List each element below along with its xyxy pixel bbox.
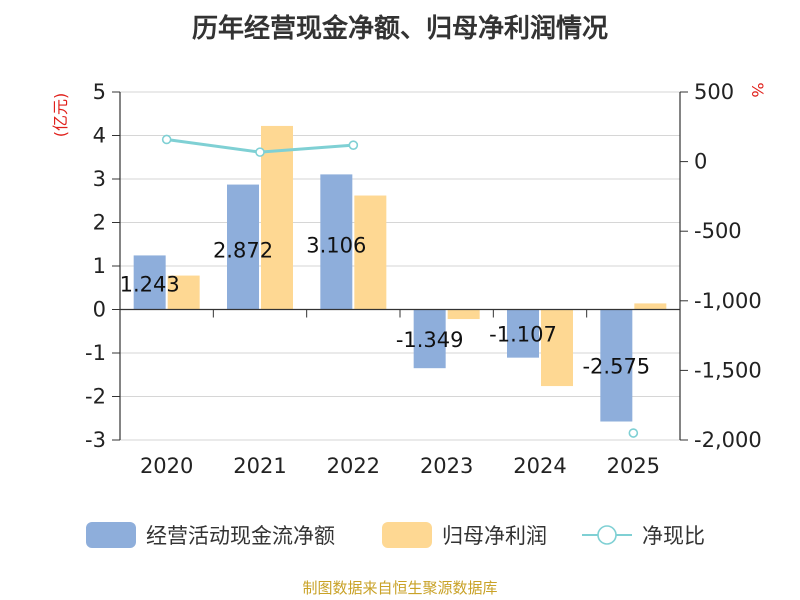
left-axis-tick-label: 4	[93, 124, 106, 148]
ratio-point-2021	[255, 147, 265, 157]
bar-operating-cashflow-2025	[600, 309, 633, 422]
bar-operating-cashflow-2022	[320, 174, 353, 310]
right-axis-tick-label: -2,000	[694, 428, 762, 452]
data-label-2023: -1.349	[396, 328, 464, 352]
bar-net-profit-2021	[261, 125, 293, 310]
x-axis-tick-label: 2021	[233, 454, 286, 478]
legend-swatch-net-profit	[382, 522, 432, 548]
x-axis-tick-label: 2024	[513, 454, 566, 478]
bar-operating-cashflow-2020	[133, 255, 166, 310]
left-axis-tick-label: 2	[93, 211, 106, 235]
legend-label-net-profit: 归母净利润	[442, 524, 547, 548]
right-axis-tick-label: -1,500	[694, 358, 762, 382]
data-label-2025: -2.575	[582, 355, 650, 379]
left-axis-tick-label: 3	[93, 167, 106, 191]
bar-net-profit-2025	[634, 303, 667, 310]
ratio-point-2020	[161, 134, 172, 145]
x-axis-tick-label: 2020	[140, 454, 193, 478]
x-axis-tick-label: 2025	[607, 454, 660, 478]
right-axis-tick-label: -500	[694, 219, 742, 243]
bar-net-profit-2024	[541, 309, 573, 387]
legend-label-operating-cashflow: 经营活动现金流净额	[146, 524, 335, 548]
right-axis-unit: %	[748, 82, 767, 97]
ratio-point-2022	[348, 140, 359, 150]
left-axis-tick-label: -2	[85, 385, 106, 409]
data-label-2021: 2.872	[213, 239, 273, 263]
left-axis-tick-label: -3	[85, 428, 106, 452]
bar-net-profit-2023	[447, 309, 480, 320]
bar-net-profit-2022	[354, 195, 387, 310]
left-axis-tick-label: -1	[85, 341, 106, 365]
data-label-2020: 1.243	[120, 273, 180, 297]
data-label-2022: 3.106	[306, 234, 366, 258]
legend-swatch-operating-cashflow	[86, 522, 136, 548]
left-axis-tick-label: 0	[93, 298, 106, 322]
chart-title: 历年经营现金净额、归母净利润情况	[191, 14, 608, 44]
legend-label-ratio: 净现比	[642, 524, 705, 548]
left-axis-tick-label: 5	[93, 80, 106, 104]
right-axis-tick-label: -1,000	[694, 289, 762, 313]
left-axis-tick-label: 1	[93, 254, 106, 278]
bar-operating-cashflow-2024	[507, 309, 539, 358]
bar-operating-cashflow-2023	[413, 309, 446, 369]
legend-swatch-ratio-marker	[597, 525, 617, 545]
right-axis-tick-label: 500	[694, 80, 734, 104]
ratio-point-2025	[628, 428, 639, 438]
left-axis-unit: (亿元)	[51, 93, 70, 138]
bar-net-profit-2020	[167, 275, 200, 310]
data-label-2024: -1.107	[489, 323, 557, 347]
x-axis-tick-label: 2022	[327, 454, 380, 478]
right-axis-tick-label: 0	[694, 150, 707, 174]
data-source-note: 制图数据来自恒生聚源数据库	[302, 579, 498, 597]
x-axis-tick-label: 2023	[420, 454, 473, 478]
bar-operating-cashflow-2021	[227, 184, 259, 310]
